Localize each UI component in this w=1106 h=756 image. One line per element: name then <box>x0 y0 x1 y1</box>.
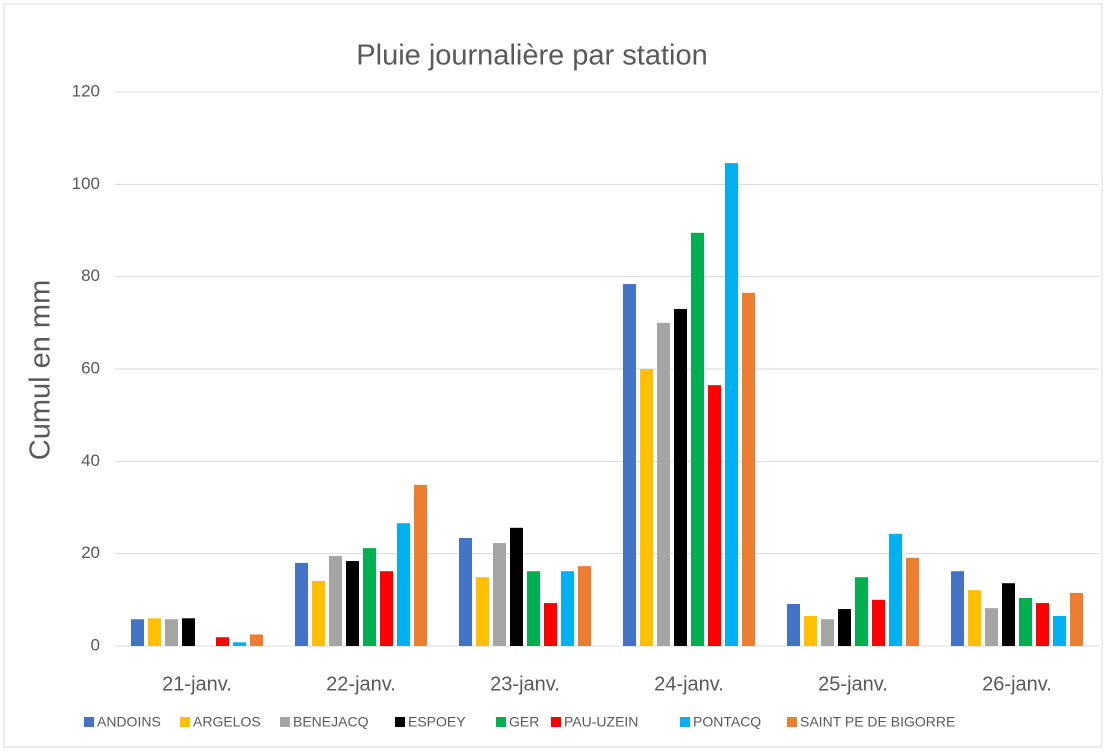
bar <box>527 571 540 646</box>
legend-swatch <box>180 717 190 727</box>
bar <box>951 571 964 646</box>
bar <box>380 571 393 646</box>
bar <box>397 523 410 646</box>
bar <box>363 548 376 646</box>
legend-label: ARGELOS <box>193 714 261 730</box>
y-tick-label: 80 <box>81 266 100 285</box>
bar <box>544 603 557 646</box>
bar <box>459 537 472 646</box>
bar <box>329 555 342 646</box>
x-tick-label: 24-janv. <box>654 673 724 695</box>
bar <box>838 609 851 646</box>
x-tick-label: 26-janv. <box>982 673 1052 695</box>
bar <box>250 634 263 646</box>
bar <box>216 637 229 646</box>
y-axis-label: Cumul en mm <box>25 280 57 461</box>
y-tick-label: 20 <box>81 543 100 562</box>
legend-swatch <box>680 717 690 727</box>
legend-label: GER <box>509 714 539 730</box>
x-tick-label: 23-janv. <box>490 673 560 695</box>
bar <box>233 642 246 646</box>
y-tick-label: 40 <box>81 451 100 470</box>
bar <box>787 603 800 646</box>
bar <box>691 232 704 646</box>
legend-label: SAINT PE DE BIGORRE <box>800 714 955 730</box>
bar <box>493 543 506 646</box>
bar <box>906 557 919 646</box>
bar <box>872 599 885 646</box>
bar <box>1070 592 1083 646</box>
y-tick-label: 60 <box>81 358 100 377</box>
legend-swatch <box>84 717 94 727</box>
y-tick-label: 120 <box>72 81 100 100</box>
bar <box>182 618 195 646</box>
bar <box>708 385 721 646</box>
legend-swatch <box>551 717 561 727</box>
bar <box>561 571 574 646</box>
legend-label: ANDOINS <box>97 714 161 730</box>
bar <box>640 369 653 646</box>
bar <box>312 580 325 646</box>
bar <box>578 566 591 646</box>
y-tick-label: 100 <box>72 174 100 193</box>
bar <box>148 618 161 646</box>
bar <box>742 292 755 646</box>
bar <box>657 322 670 646</box>
bar <box>1053 615 1066 646</box>
bar <box>295 562 308 646</box>
y-tick-label: 0 <box>91 635 100 654</box>
bar <box>346 561 359 646</box>
bar <box>725 163 738 646</box>
bar <box>623 284 636 646</box>
bar <box>1002 583 1015 646</box>
bar <box>414 484 427 646</box>
bar <box>985 608 998 646</box>
legend-label: BENEJACQ <box>293 714 369 730</box>
legend-label: ESPOEY <box>408 714 466 730</box>
bar <box>165 619 178 646</box>
bar <box>1036 603 1049 646</box>
legend-swatch <box>280 717 290 727</box>
legend-label: PONTACQ <box>693 714 761 730</box>
bar <box>510 527 523 646</box>
bar <box>821 619 834 646</box>
legend-swatch <box>787 717 797 727</box>
bar <box>889 533 902 646</box>
bar <box>1019 597 1032 646</box>
bar <box>968 590 981 646</box>
chart-title: Pluie journalière par station <box>356 40 707 72</box>
bar <box>131 619 144 646</box>
bar <box>855 577 868 646</box>
legend-swatch <box>395 717 405 727</box>
legend-swatch <box>496 717 506 727</box>
bar <box>804 615 817 646</box>
legend-label: PAU-UZEIN <box>564 714 638 730</box>
x-tick-label: 22-janv. <box>326 673 396 695</box>
x-tick-label: 21-janv. <box>162 673 232 695</box>
x-tick-label: 25-janv. <box>818 673 888 695</box>
bar <box>476 577 489 646</box>
bar <box>674 308 687 646</box>
